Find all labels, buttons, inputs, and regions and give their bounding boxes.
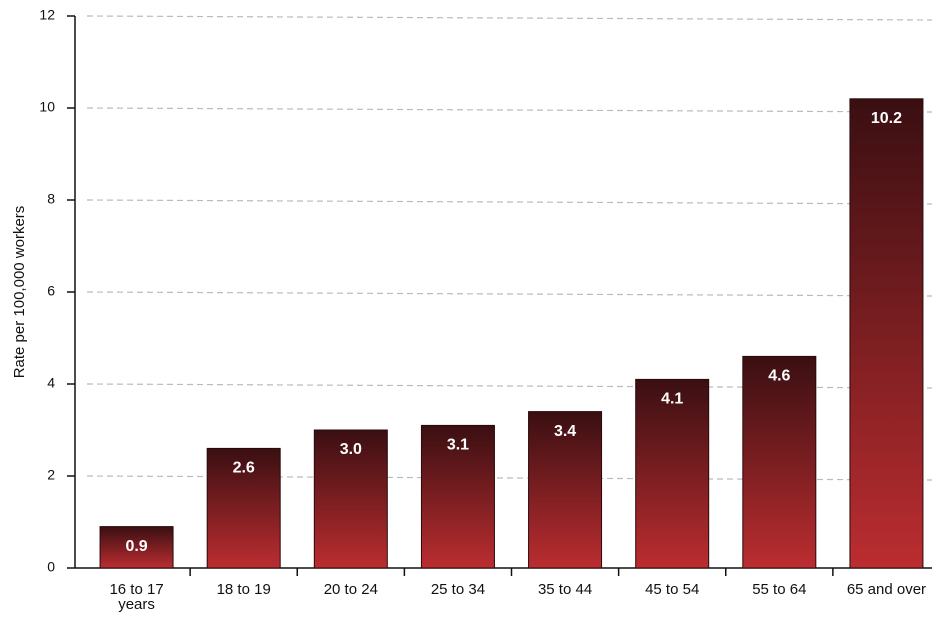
y-tick-label: 2 [47,467,55,483]
value-label: 3.4 [554,423,576,440]
y-tick-label: 6 [47,283,55,299]
grid-line [86,107,932,113]
value-label: 0.9 [125,538,147,555]
y-tick-label: 4 [47,375,55,391]
bar [99,526,174,569]
bar [635,378,710,569]
value-label: 3.0 [340,441,362,458]
value-label: 4.6 [768,368,790,385]
value-label: 10.2 [871,110,902,127]
bar [313,429,388,569]
value-label: 2.6 [233,460,255,477]
bar [849,98,924,569]
x-tick-label: 45 to 54 [645,581,700,598]
x-tick-label: 16 to 17 years [109,581,164,613]
y-tick-label: 10 [39,99,55,115]
y-tick-label: 0 [47,559,55,575]
grid-line [86,291,932,297]
bar [742,355,817,569]
x-tick-label: 55 to 64 [752,581,807,598]
value-label: 4.1 [661,391,683,408]
value-label: 3.1 [447,437,469,454]
y-axis-label: Rate per 100,000 workers [11,206,28,379]
x-tick-label: 20 to 24 [323,581,378,598]
x-tick-label: 25 to 34 [430,581,486,598]
bar [528,411,603,569]
grid-line [86,15,932,21]
bar [420,424,495,569]
y-tick-label: 12 [39,7,55,23]
x-tick-label: 35 to 44 [537,581,593,598]
grid-line [86,199,932,205]
x-tick-label: 18 to 19 [216,581,271,598]
y-tick-label: 8 [47,191,55,207]
x-tick-label: 65 and over [846,581,927,598]
bar [206,447,281,569]
